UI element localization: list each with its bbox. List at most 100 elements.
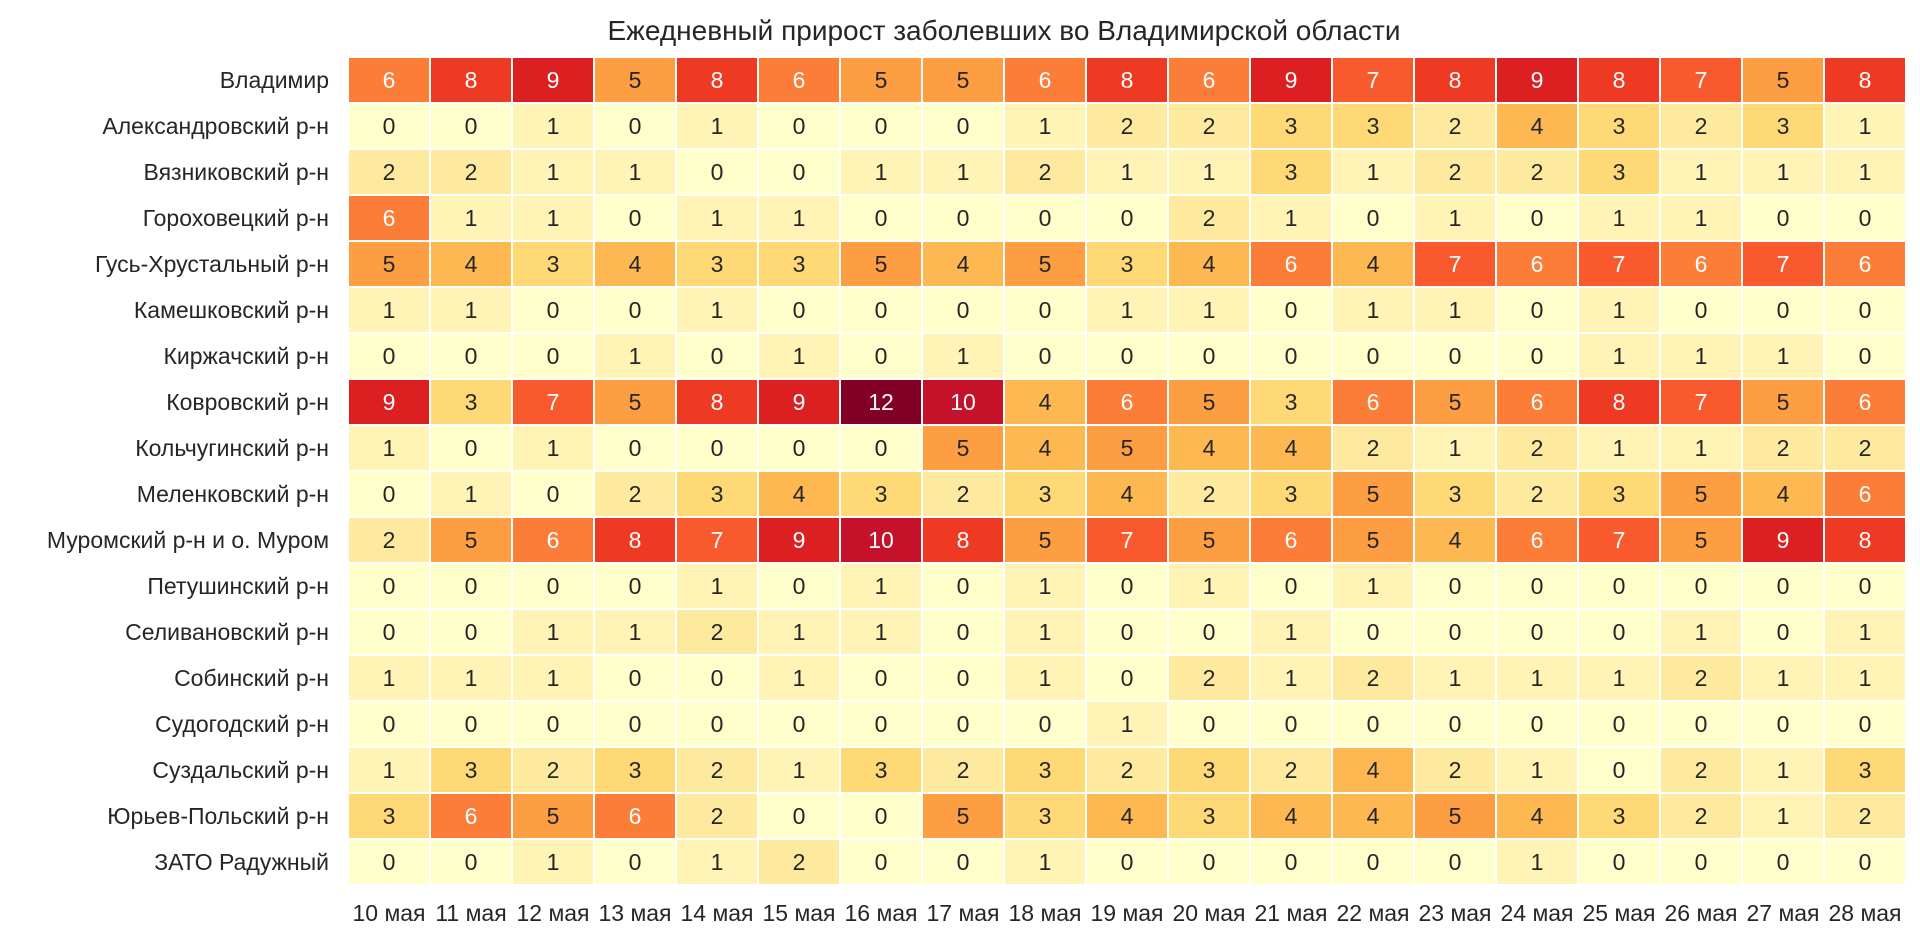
row-label: Юрьев-Польский р-н: [107, 803, 329, 829]
cell-value-label: 2: [547, 757, 560, 783]
cell-value-label: 0: [1777, 849, 1790, 875]
cell-value-label: 0: [383, 619, 396, 645]
heatmap-cell: [1661, 472, 1741, 516]
heatmap-cell: [1825, 610, 1905, 654]
heatmap-cell: [1415, 610, 1495, 654]
cell-value-label: 1: [1449, 665, 1462, 691]
heatmap-cell: [1825, 472, 1905, 516]
cell-value-label: 5: [1695, 527, 1708, 553]
cell-value-label: 2: [711, 803, 724, 829]
heatmap-cell: [349, 472, 429, 516]
heatmap-cell: [1005, 610, 1085, 654]
heatmap-cell: [1415, 196, 1495, 240]
cell-value-label: 6: [383, 205, 396, 231]
heatmap-cell: [513, 380, 593, 424]
cell-value-label: 3: [629, 757, 642, 783]
heatmap-cell: [1825, 196, 1905, 240]
heatmap-cell: [1005, 150, 1085, 194]
heatmap-cell: [1825, 656, 1905, 700]
cell-value-label: 5: [1367, 527, 1380, 553]
heatmap-cell: [677, 334, 757, 378]
heatmap-cell: [1169, 656, 1249, 700]
heatmap-cell: [1251, 472, 1331, 516]
heatmap-cell: [759, 288, 839, 332]
cell-value-label: 1: [547, 665, 560, 691]
heatmap-cell: [1251, 564, 1331, 608]
cell-value-label: 2: [957, 757, 970, 783]
cell-value-label: 0: [383, 113, 396, 139]
heatmap-cell: [1415, 242, 1495, 286]
heatmap-cell: [513, 518, 593, 562]
heatmap-cell: [1743, 58, 1823, 102]
heatmap-cell: [1333, 702, 1413, 746]
heatmap-cell: [349, 58, 429, 102]
column-label: 26 мая: [1664, 900, 1737, 926]
cell-value-label: 1: [465, 297, 478, 323]
heatmap-cell: [595, 840, 675, 884]
row-label: Киржачский р-н: [164, 343, 330, 369]
heatmap-cell: [1005, 288, 1085, 332]
heatmap-cell: [431, 288, 511, 332]
heatmap-cell: [1251, 334, 1331, 378]
cell-value-label: 0: [629, 711, 642, 737]
heatmap-cell: [1579, 242, 1659, 286]
heatmap-cell: [759, 840, 839, 884]
row-label: Гусь-Хрустальный р-н: [95, 251, 329, 277]
heatmap-cell: [1251, 288, 1331, 332]
cell-value-label: 0: [1613, 573, 1626, 599]
heatmap-cell: [1497, 58, 1577, 102]
cell-value-label: 2: [1531, 481, 1544, 507]
column-label: 19 мая: [1090, 900, 1163, 926]
cell-value-label: 2: [1695, 757, 1708, 783]
heatmap-cell: [759, 702, 839, 746]
heatmap-cell: [1579, 334, 1659, 378]
heatmap-cell: [1497, 702, 1577, 746]
heatmap-cell: [923, 518, 1003, 562]
heatmap-cell: [1743, 702, 1823, 746]
cell-value-label: 1: [1777, 159, 1790, 185]
row-label: Вязниковский р-н: [143, 159, 329, 185]
cell-value-label: 1: [1613, 343, 1626, 369]
heatmap-cell: [1743, 794, 1823, 838]
heatmap-cell: [349, 518, 429, 562]
cell-value-label: 9: [793, 389, 806, 415]
cell-value-label: 8: [711, 67, 724, 93]
cell-value-label: 1: [711, 205, 724, 231]
cell-value-label: 1: [793, 343, 806, 369]
cell-value-label: 0: [1203, 849, 1216, 875]
cell-value-label: 1: [629, 159, 642, 185]
heatmap-cell: [1579, 104, 1659, 148]
cell-value-label: 5: [629, 67, 642, 93]
cell-value-label: 1: [1531, 849, 1544, 875]
cell-value-label: 4: [1777, 481, 1790, 507]
heatmap-cell: [1825, 380, 1905, 424]
cell-value-label: 1: [547, 849, 560, 875]
cell-value-label: 0: [957, 205, 970, 231]
cell-value-label: 9: [547, 67, 560, 93]
column-label: 20 мая: [1172, 900, 1245, 926]
cell-value-label: 2: [711, 757, 724, 783]
column-label: 25 мая: [1582, 900, 1655, 926]
heatmap-cell: [431, 518, 511, 562]
cell-value-label: 1: [1367, 573, 1380, 599]
heatmap-cell: [595, 564, 675, 608]
heatmap-cell: [759, 334, 839, 378]
heatmap-cell: [759, 518, 839, 562]
column-label: 27 мая: [1746, 900, 1819, 926]
cell-value-label: 3: [711, 481, 724, 507]
heatmap-cell: [431, 334, 511, 378]
cell-value-label: 5: [1203, 527, 1216, 553]
heatmap-cell: [1005, 58, 1085, 102]
cell-value-label: 1: [1121, 711, 1134, 737]
heatmap-cell: [1743, 242, 1823, 286]
cell-value-label: 0: [957, 573, 970, 599]
cell-value-label: 1: [793, 619, 806, 645]
cell-value-label: 6: [1121, 389, 1134, 415]
column-label: 21 мая: [1254, 900, 1327, 926]
cell-value-label: 2: [1121, 757, 1134, 783]
heatmap-cell: [431, 472, 511, 516]
heatmap-cell: [841, 334, 921, 378]
heatmap-cell: [349, 334, 429, 378]
heatmap-cell: [1333, 58, 1413, 102]
